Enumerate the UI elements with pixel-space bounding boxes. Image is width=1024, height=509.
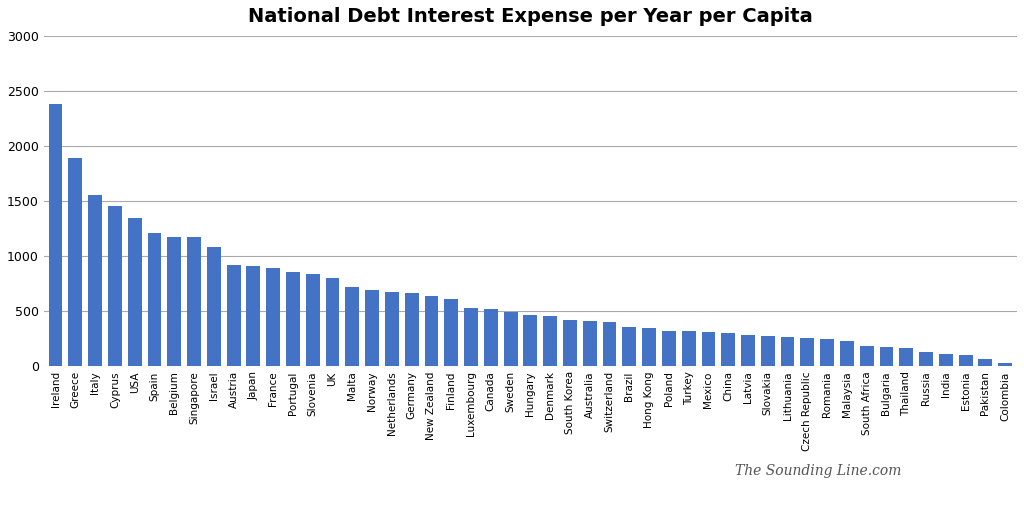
- Bar: [701, 332, 716, 366]
- Bar: [523, 315, 538, 366]
- Bar: [939, 354, 952, 366]
- Bar: [840, 341, 854, 366]
- Bar: [998, 363, 1012, 366]
- Bar: [623, 327, 636, 366]
- Bar: [404, 293, 419, 366]
- Bar: [326, 278, 339, 366]
- Bar: [860, 346, 873, 366]
- Bar: [366, 290, 379, 366]
- Bar: [147, 233, 162, 366]
- Bar: [602, 322, 616, 366]
- Bar: [464, 307, 478, 366]
- Bar: [820, 340, 835, 366]
- Bar: [484, 308, 498, 366]
- Bar: [69, 158, 82, 366]
- Bar: [920, 352, 933, 366]
- Bar: [88, 194, 102, 366]
- Bar: [306, 274, 319, 366]
- Bar: [108, 206, 122, 366]
- Bar: [543, 316, 557, 366]
- Bar: [226, 265, 241, 366]
- Bar: [801, 338, 814, 366]
- Title: National Debt Interest Expense per Year per Capita: National Debt Interest Expense per Year …: [248, 7, 813, 26]
- Bar: [425, 297, 438, 366]
- Bar: [128, 218, 141, 366]
- Bar: [247, 266, 260, 366]
- Bar: [48, 104, 62, 366]
- Bar: [167, 237, 181, 366]
- Bar: [662, 331, 676, 366]
- Bar: [682, 331, 695, 366]
- Bar: [761, 335, 775, 366]
- Bar: [207, 247, 221, 366]
- Bar: [880, 347, 893, 366]
- Bar: [563, 320, 577, 366]
- Bar: [345, 287, 359, 366]
- Bar: [385, 292, 398, 366]
- Bar: [899, 348, 913, 366]
- Bar: [741, 334, 755, 366]
- Bar: [266, 268, 281, 366]
- Bar: [583, 321, 597, 366]
- Bar: [504, 313, 517, 366]
- Bar: [444, 299, 458, 366]
- Bar: [642, 328, 656, 366]
- Bar: [780, 337, 795, 366]
- Bar: [979, 359, 992, 366]
- Bar: [721, 333, 735, 366]
- Bar: [286, 272, 300, 366]
- Bar: [187, 237, 201, 366]
- Text: The Sounding Line.com: The Sounding Line.com: [735, 464, 901, 478]
- Bar: [958, 355, 973, 366]
